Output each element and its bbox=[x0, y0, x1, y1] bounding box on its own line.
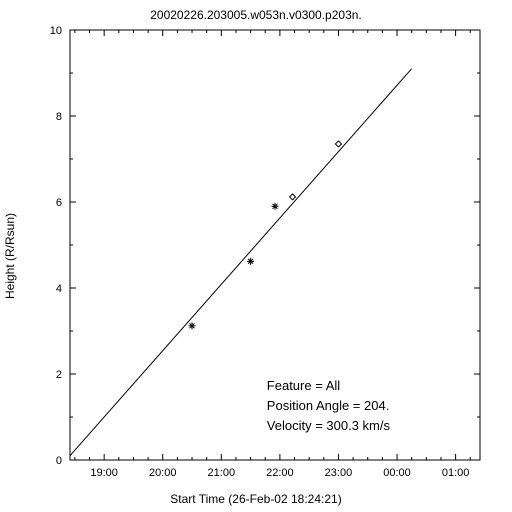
marker-diamond bbox=[290, 194, 296, 200]
annotation-line: Feature = All bbox=[267, 378, 340, 393]
y-tick-label: 8 bbox=[56, 111, 62, 123]
y-tick-label: 10 bbox=[50, 25, 62, 37]
x-tick-label: 20:00 bbox=[149, 467, 177, 479]
marker-asterisk bbox=[189, 322, 196, 329]
annotation-line: Velocity = 300.3 km/s bbox=[267, 418, 391, 433]
y-tick-label: 6 bbox=[56, 197, 62, 209]
y-tick-label: 0 bbox=[56, 455, 62, 467]
chart-svg: 0 2 4 6 8 10 19:00 20:00 21:00 22:00 23:00 00:00 01:… bbox=[0, 0, 512, 512]
plot-frame bbox=[70, 30, 480, 460]
marker-asterisk bbox=[272, 203, 279, 210]
x-tick-label: 22:00 bbox=[266, 467, 294, 479]
x-tick-label: 01:00 bbox=[442, 467, 470, 479]
marker-diamond bbox=[335, 141, 341, 147]
y-tick-label: 4 bbox=[56, 283, 62, 295]
annotation-line: Position Angle = 204. bbox=[267, 398, 390, 413]
x-tick-label: 00:00 bbox=[383, 467, 411, 479]
x-tick-label: 23:00 bbox=[325, 467, 353, 479]
x-tick-label: 19:00 bbox=[90, 467, 118, 479]
marker-asterisk bbox=[247, 258, 254, 265]
y-tick-label: 2 bbox=[56, 369, 62, 381]
chart-container: 20020226.203005.w053n.v0300.p203n. Heigh… bbox=[0, 0, 512, 512]
x-tick-label: 21:00 bbox=[208, 467, 236, 479]
